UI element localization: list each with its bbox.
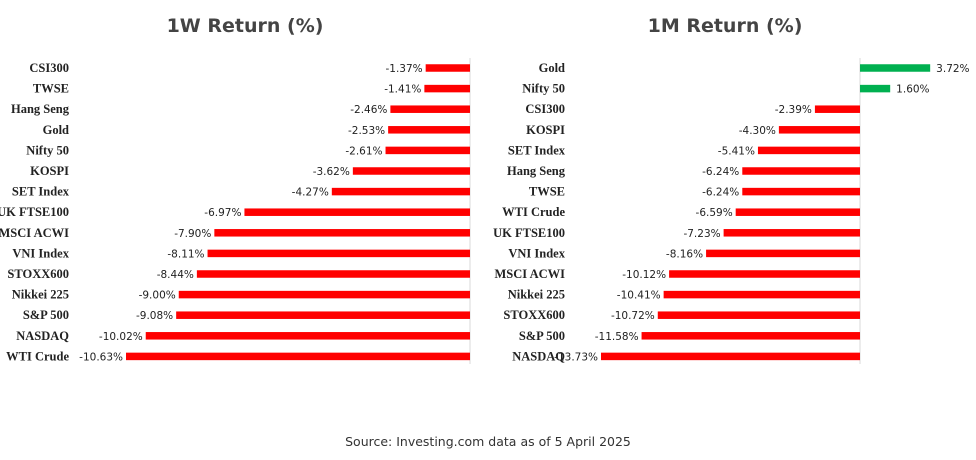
category-label: S&P 500 [519, 329, 565, 343]
category-label: UK FTSE100 [493, 226, 565, 240]
value-label: -10.63% [79, 351, 123, 363]
category-label: WTI Crude [6, 349, 69, 363]
category-label: MSCI ACWI [495, 267, 566, 281]
category-label: S&P 500 [23, 308, 69, 322]
bar [390, 105, 470, 113]
value-label: -8.16% [666, 248, 703, 260]
value-label: 3.72% [936, 63, 969, 75]
value-label: -10.72% [611, 310, 655, 322]
value-label: -4.27% [292, 187, 329, 199]
category-label: Gold [539, 61, 565, 75]
category-label: SET Index [12, 185, 70, 199]
value-label: -10.41% [617, 290, 661, 302]
chart-0: 1W Return (%) CSI300 -1.37% TWSE -1.41% Hang … [0, 15, 471, 364]
bar [126, 352, 470, 361]
bar [860, 64, 931, 72]
chart-title: 1W Return (%) [167, 15, 324, 37]
value-label: -6.24% [702, 187, 739, 199]
value-label: -2.46% [350, 104, 387, 116]
value-label: -1.37% [386, 63, 423, 75]
category-label: NASDAQ [16, 329, 69, 343]
bar [385, 146, 470, 155]
category-label: TWSE [33, 82, 69, 96]
bar [641, 332, 860, 340]
category-label: TWSE [529, 185, 565, 199]
category-label: Hang Seng [11, 102, 70, 116]
bar [742, 187, 860, 196]
value-label: -6.24% [702, 166, 739, 178]
value-label: -11.58% [595, 331, 639, 343]
bar [742, 167, 860, 175]
source-note: Source: Investing.com data as of 5 April… [345, 434, 631, 449]
bar [352, 167, 470, 175]
bar [196, 270, 470, 278]
bar [145, 332, 470, 340]
value-label: -10.02% [99, 331, 143, 343]
bar [601, 352, 860, 361]
category-label: CSI300 [525, 102, 565, 116]
bar [176, 311, 471, 319]
category-label: VNI Index [508, 246, 565, 260]
bar [657, 311, 860, 319]
value-label: -6.97% [204, 207, 241, 219]
chart-title: 1M Return (%) [648, 15, 803, 37]
value-label: -3.62% [313, 166, 350, 178]
bar [814, 105, 860, 113]
category-label: Nikkei 225 [12, 288, 69, 302]
chart-1: 1M Return (%) Gold 3.72% Nifty 50 1.60% CSI30… [493, 15, 970, 364]
category-label: KOSPI [30, 164, 69, 178]
bar [723, 229, 860, 237]
bar [663, 290, 860, 299]
value-label: -5.41% [718, 145, 755, 157]
value-label: -9.08% [136, 310, 173, 322]
bar [178, 290, 470, 299]
value-label: -9.00% [139, 290, 176, 302]
value-label: -13.73% [554, 351, 598, 363]
bar [388, 126, 470, 134]
value-label: -8.44% [157, 269, 194, 281]
category-label: Gold [43, 123, 69, 137]
category-label: CSI300 [29, 61, 69, 75]
bar [860, 84, 891, 93]
bar [735, 208, 860, 216]
category-label: Nikkei 225 [508, 288, 565, 302]
category-label: Nifty 50 [522, 82, 565, 96]
bar [244, 208, 470, 216]
bar [757, 146, 860, 155]
category-label: Hang Seng [507, 164, 566, 178]
value-label: -6.59% [696, 207, 733, 219]
bar [425, 64, 470, 72]
category-label: STOXX600 [503, 308, 565, 322]
category-label: MSCI ACWI [0, 226, 69, 240]
value-label: -2.53% [348, 125, 385, 137]
category-label: WTI Crude [502, 205, 565, 219]
category-label: UK FTSE100 [0, 205, 69, 219]
category-label: STOXX600 [7, 267, 69, 281]
bar [778, 126, 860, 134]
value-label: -2.61% [345, 145, 382, 157]
bar [207, 249, 470, 258]
category-label: Nifty 50 [26, 143, 69, 157]
category-label: NASDAQ [512, 349, 565, 363]
category-label: KOSPI [526, 123, 565, 137]
value-label: -8.11% [167, 248, 204, 260]
value-label: -10.12% [622, 269, 666, 281]
bar [331, 187, 470, 196]
value-label: -4.30% [739, 125, 776, 137]
value-label: -1.41% [384, 84, 421, 96]
bar [424, 84, 470, 93]
value-label: 1.60% [896, 84, 929, 96]
category-label: VNI Index [12, 246, 69, 260]
bar [214, 229, 470, 237]
category-label: SET Index [508, 143, 566, 157]
value-label: -7.23% [683, 228, 720, 240]
bar [669, 270, 860, 278]
bar [706, 249, 860, 258]
value-label: -2.39% [775, 104, 812, 116]
value-label: -7.90% [174, 228, 211, 240]
